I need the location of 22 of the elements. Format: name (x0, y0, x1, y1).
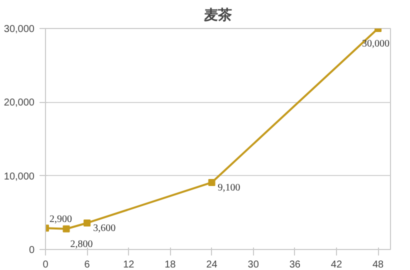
data-label: 3,600 (93, 222, 116, 234)
point (84, 219, 91, 226)
x-tick-label: 36 (289, 260, 301, 270)
x-tick-label: 6 (84, 260, 90, 270)
x-tick-label: 0 (42, 260, 49, 270)
data-label: 30,000 (362, 38, 390, 50)
data-label: 2,800 (70, 238, 93, 250)
x-tick-label: 18 (164, 260, 176, 270)
x-tick-label: 12 (123, 260, 135, 270)
data-label: 9,100 (218, 182, 240, 194)
x-tick-label: 24 (206, 260, 218, 270)
chart-title: 麦茶 (203, 8, 232, 24)
x-tick-label: 30 (248, 260, 260, 270)
y-tick-label: 10,000 (4, 171, 35, 182)
x-tick-label: 42 (330, 260, 342, 270)
data-label: 2,900 (50, 214, 72, 226)
x-tick-label: 48 (372, 260, 384, 270)
y-tick-label: 20,000 (4, 98, 35, 109)
point (208, 178, 216, 186)
point (62, 225, 70, 232)
y-tick-label: 30,000 (4, 24, 35, 35)
y-tick-label: 0 (28, 245, 35, 256)
